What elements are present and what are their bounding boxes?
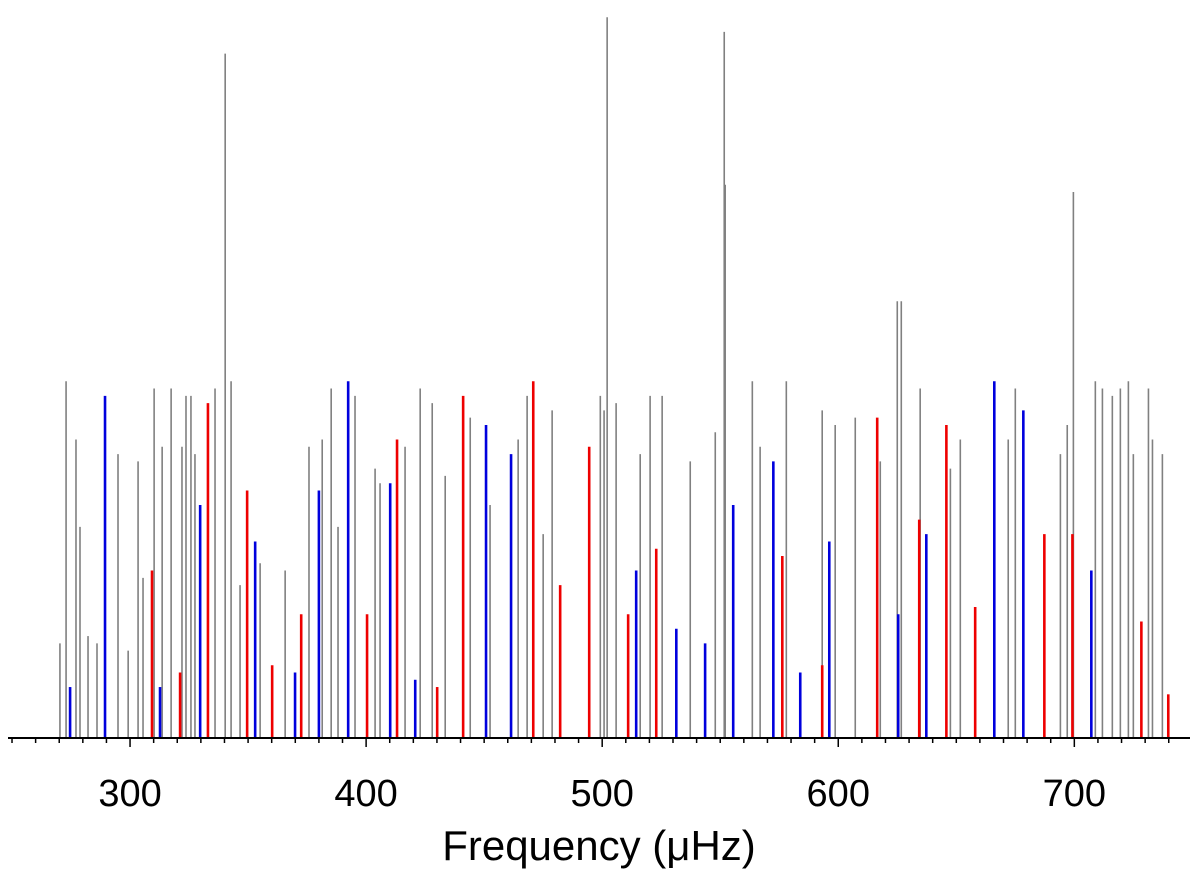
x-axis-title: Frequency (μHz)	[442, 822, 756, 869]
x-tick-label: 500	[570, 773, 633, 815]
x-tick-label: 700	[1043, 773, 1106, 815]
x-tick-label: 300	[98, 773, 161, 815]
x-tick-label: 600	[807, 773, 870, 815]
x-tick-label: 400	[334, 773, 397, 815]
